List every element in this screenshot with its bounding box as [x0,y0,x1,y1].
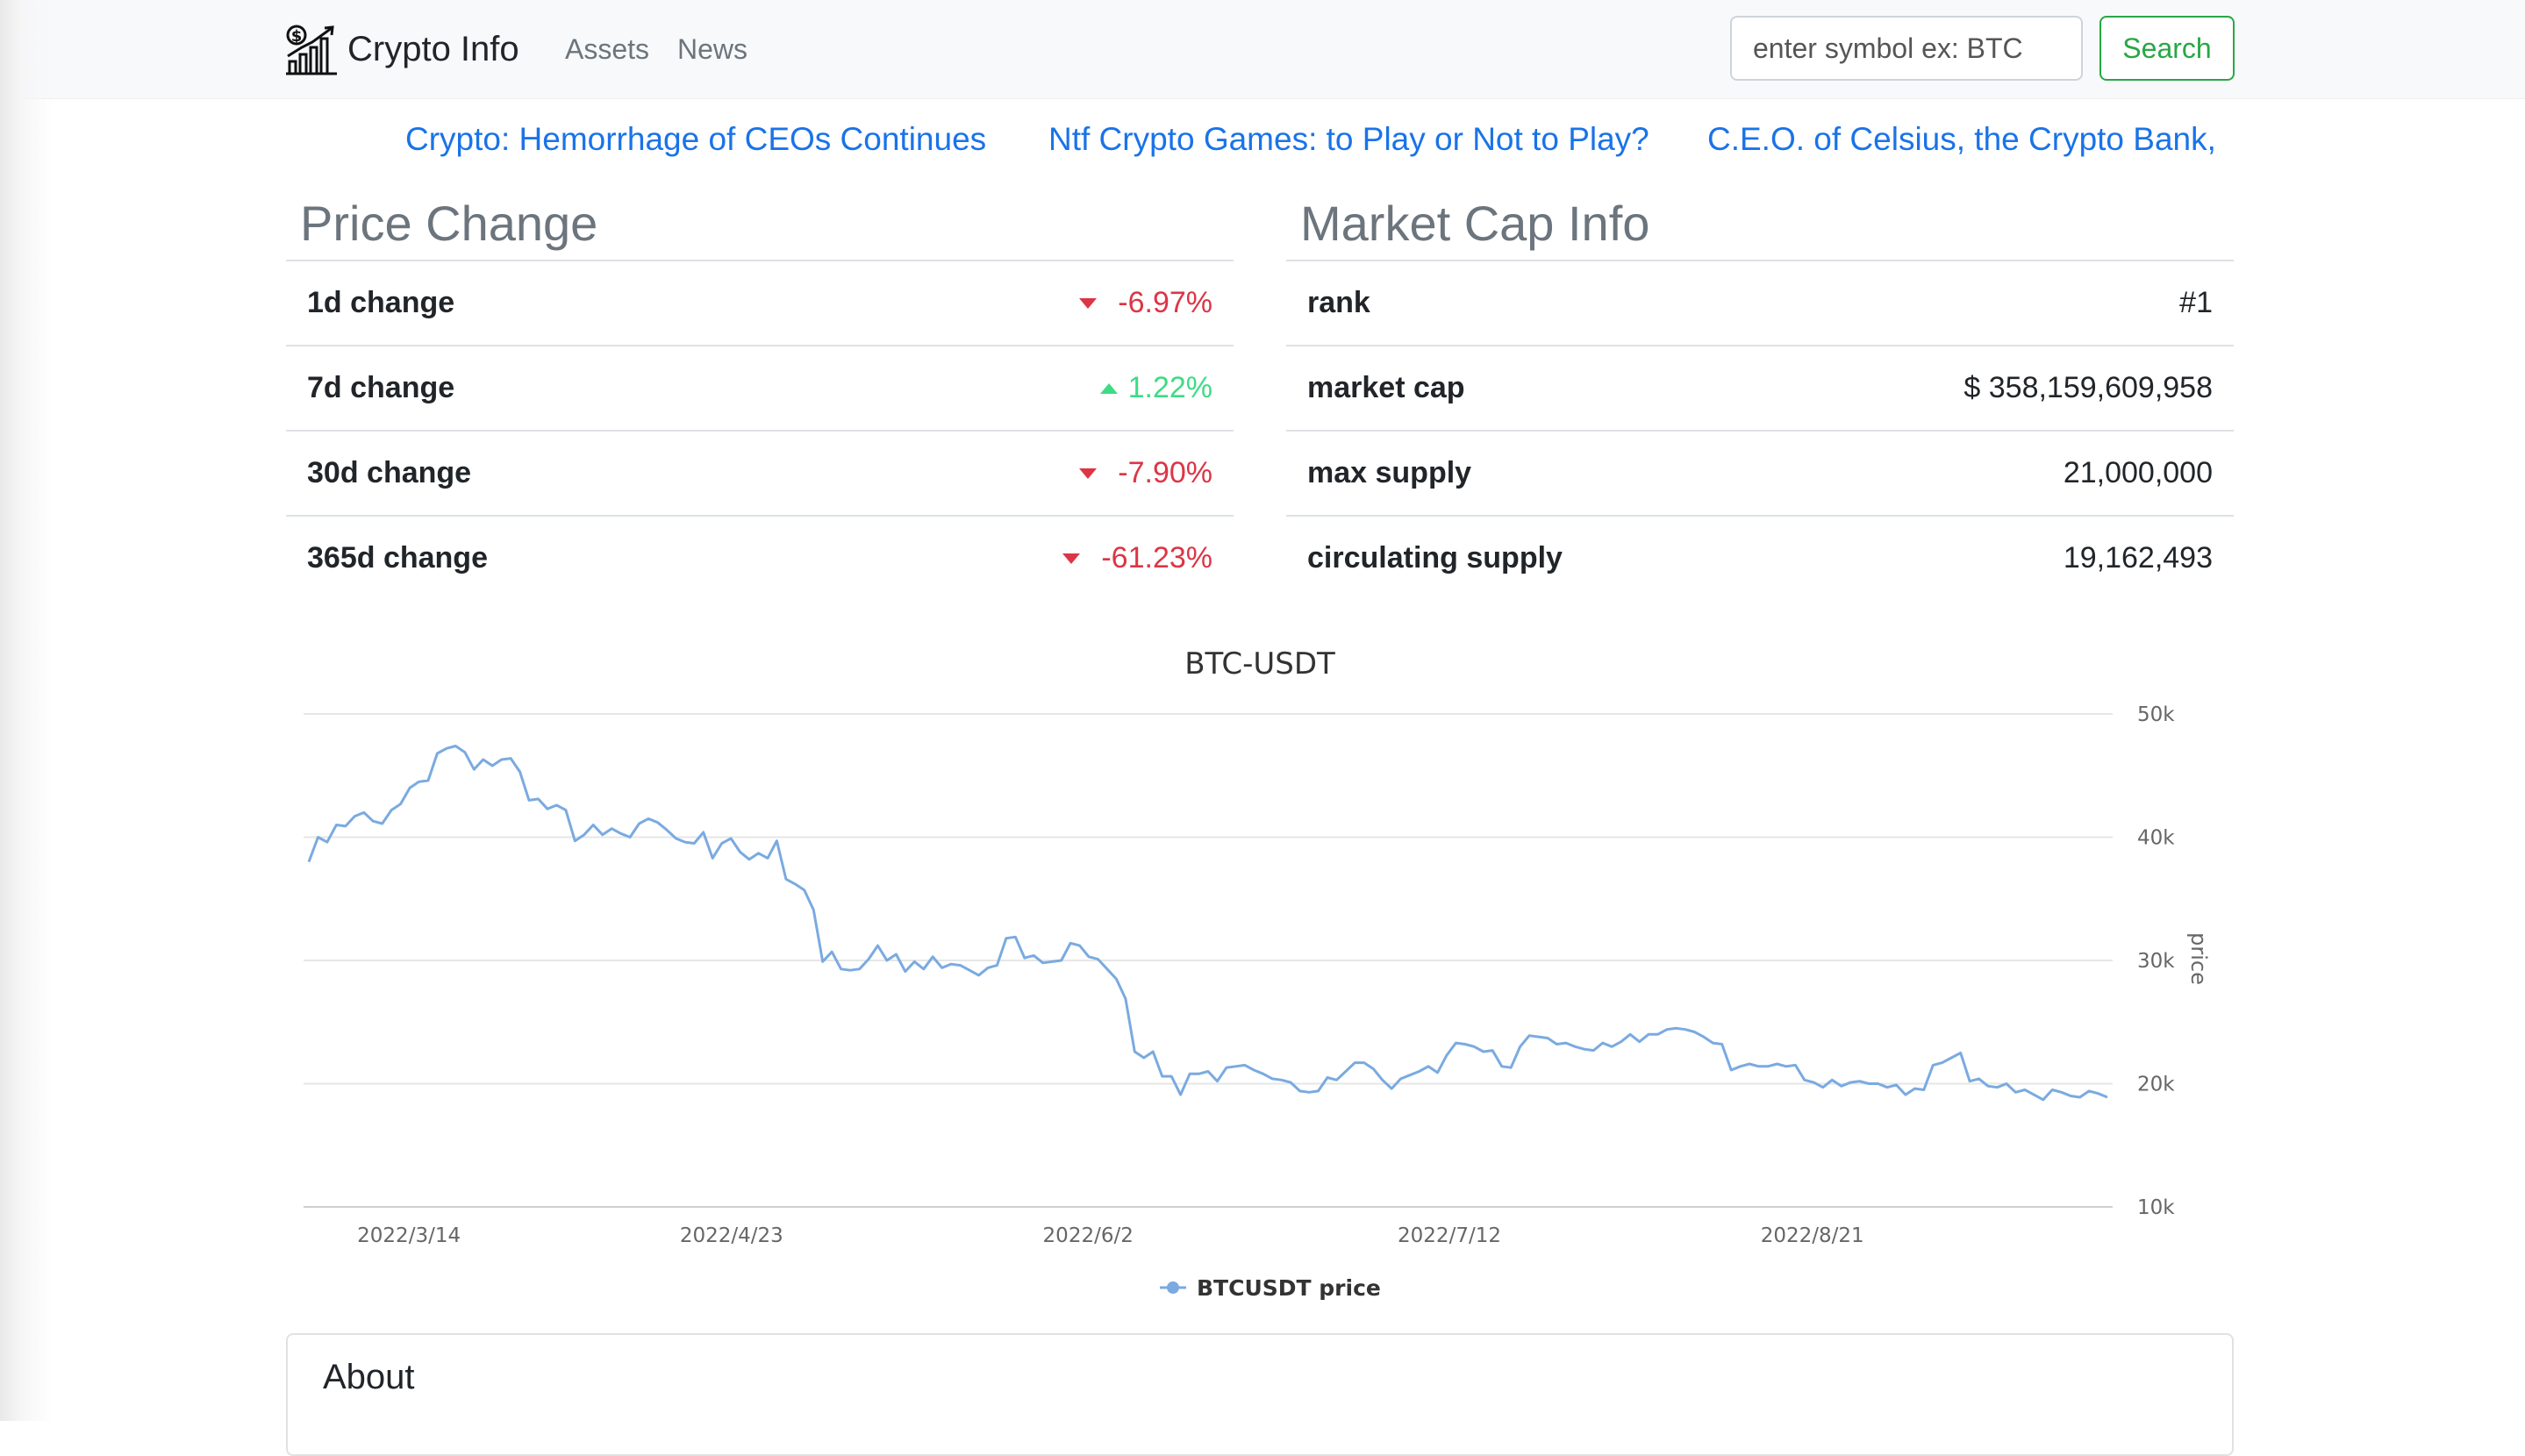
y-axis-label: price [2186,932,2211,985]
about-title: About [323,1358,415,1396]
y-tick-label: 50k [2137,703,2175,726]
arrow-up-icon [1099,382,1118,394]
svg-text:$: $ [291,27,303,46]
window-edge-shadow [0,0,53,1421]
chart-title: BTC-USDT [1184,646,1335,682]
table-row: max supply 21,000,000 [1286,430,2234,515]
change-percent: -61.23% [1101,541,1212,575]
search-button[interactable]: Search [2099,16,2235,81]
brand-name: Crypto Info [347,29,519,68]
table-row: rank #1 [1286,260,2234,345]
y-tick-label: 20k [2137,1074,2175,1096]
legend-label: BTCUSDT price [1197,1275,1381,1301]
row-label: 1d change [307,286,455,319]
x-tick-label: 2022/8/21 [1761,1224,1864,1247]
table-row: 365d change -61.23% [286,515,1234,600]
row-label: 7d change [307,371,455,404]
change-percent: -7.90% [1118,456,1212,489]
row-value: -6.97% [1079,286,1212,320]
chart-legend[interactable]: BTCUSDT price [1160,1275,1381,1301]
row-value: -7.90% [1079,456,1212,490]
chart-grid [304,713,2113,1208]
legend-dot-marker [1167,1281,1179,1294]
about-card: About [286,1333,2234,1456]
row-value: #1 [2179,286,2213,319]
price-series-line[interactable] [307,745,2108,1102]
arrow-down-icon [1079,467,1098,479]
x-tick-label: 2022/3/14 [357,1224,461,1247]
change-percent: -6.97% [1118,286,1212,319]
news-link[interactable]: Crypto: Hemorrhage of CEOs Continues [405,121,987,157]
arrow-down-icon [1079,297,1098,309]
row-value: 1.22% [1099,371,1212,405]
x-axis-ticks: 2022/3/14 2022/4/23 2022/6/2 2022/7/12 2022/… [357,1224,1863,1247]
chart-growth-icon: $ [286,25,337,75]
x-tick-label: 2022/6/2 [1043,1224,1134,1247]
table-row: 1d change -6.97% [286,260,1234,345]
row-value: -61.23% [1062,541,1212,575]
row-label: max supply [1307,456,1472,489]
row-value: 21,000,000 [2063,456,2213,489]
symbol-search-input[interactable] [1730,16,2083,81]
x-tick-label: 2022/4/23 [680,1224,783,1247]
nav-link-assets[interactable]: Assets [565,33,650,65]
row-label: market cap [1307,371,1465,404]
price-change-table: 1d change -6.97% 7d change 1.22% 30d cha… [286,260,1234,600]
news-link[interactable]: Ntf Crypto Games: to Play or Not to Play… [1048,121,1649,157]
y-tick-label: 30k [2137,950,2175,973]
x-tick-label: 2022/7/12 [1398,1224,1501,1247]
news-link[interactable]: C.E.O. of Celsius, the Crypto Bank, [1707,121,2216,157]
y-axis-ticks: 10k 20k 30k 40k 50k [2137,703,2175,1219]
price-line-chart[interactable]: BTC-USDT 10k 20k 30k 40k 50k 2022/3/14 2022/4… [0,0,2525,1333]
price-change-title: Price Change [300,196,598,251]
row-value: 19,162,493 [2063,541,2213,575]
y-tick-label: 10k [2137,1196,2175,1219]
nav-link-news[interactable]: News [677,33,748,65]
row-label: rank [1307,286,1370,319]
arrow-down-icon [1062,553,1081,564]
table-row: circulating supply 19,162,493 [1286,515,2234,600]
row-label: 30d change [307,456,472,489]
market-cap-table: rank #1 market cap $ 358,159,609,958 max… [1286,260,2234,600]
row-label: circulating supply [1307,541,1563,575]
row-value: $ 358,159,609,958 [1963,371,2213,404]
change-percent: 1.22% [1127,371,1212,404]
row-label: 365d change [307,541,488,575]
table-row: market cap $ 358,159,609,958 [1286,345,2234,430]
y-tick-label: 40k [2137,827,2175,850]
table-row: 7d change 1.22% [286,345,1234,430]
market-cap-title: Market Cap Info [1300,196,1650,251]
table-row: 30d change -7.90% [286,430,1234,515]
navbar: $ Crypto Info Assets News Search [0,0,2525,99]
brand-link[interactable]: $ Crypto Info [284,23,519,75]
